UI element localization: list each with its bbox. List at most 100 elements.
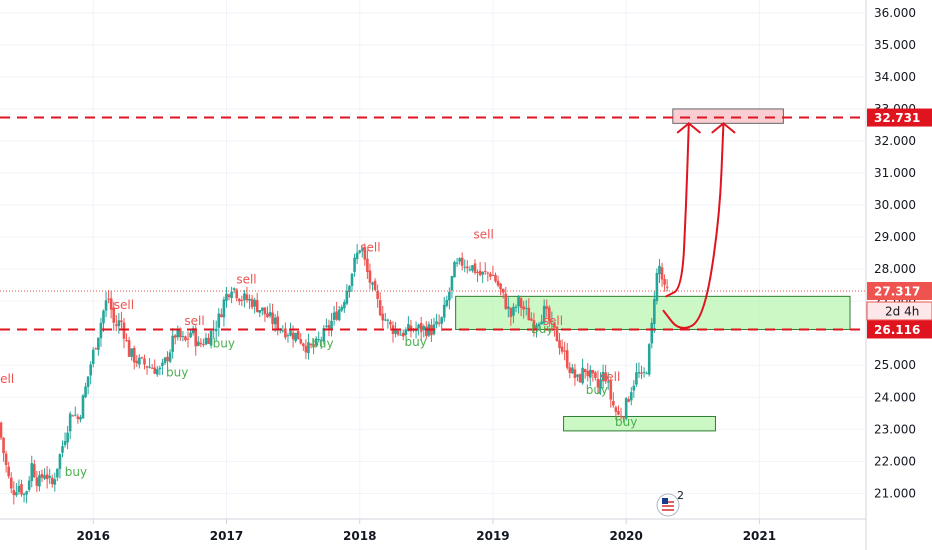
candle-body xyxy=(281,330,285,332)
candle-body xyxy=(509,308,513,317)
candle-body xyxy=(599,379,602,389)
event-badge[interactable]: 2 xyxy=(656,489,684,517)
candle-body xyxy=(191,328,195,334)
candle-body xyxy=(665,286,669,288)
candle-body xyxy=(576,374,579,377)
candle-body xyxy=(466,266,469,269)
candle-body xyxy=(97,337,100,350)
candle-body xyxy=(286,335,290,337)
time-axis-labels[interactable]: 2016 2017 2018 2019 2020 2021 xyxy=(77,519,777,543)
candle-body xyxy=(453,261,456,278)
candle-body xyxy=(33,464,36,478)
candle-body xyxy=(540,321,543,325)
candle-body xyxy=(276,316,280,330)
candle-body xyxy=(337,309,341,321)
candle-body xyxy=(38,475,41,487)
candle-body xyxy=(145,366,149,368)
candle-body xyxy=(635,372,638,385)
candle-body xyxy=(381,313,385,321)
candle-body xyxy=(194,328,198,347)
candle-body xyxy=(217,313,221,328)
candle-body xyxy=(268,312,272,317)
candle-body xyxy=(325,325,328,327)
candle-body xyxy=(586,370,590,377)
price-tick-label: 32.000 xyxy=(874,134,916,148)
buy-label: buy xyxy=(531,322,553,336)
candle-body xyxy=(460,257,464,266)
candle-body xyxy=(86,376,90,387)
arrow-head xyxy=(711,122,736,134)
candle-body xyxy=(614,407,618,412)
candle-body xyxy=(376,290,379,299)
price-tick-label: 31.000 xyxy=(874,166,916,180)
candle-body xyxy=(266,313,269,318)
candle-body xyxy=(91,349,95,364)
candle-body xyxy=(7,466,10,477)
candle-body xyxy=(322,328,326,342)
candle-body xyxy=(504,293,508,309)
candle-body xyxy=(299,339,303,344)
candle-body xyxy=(581,367,584,384)
candle-body xyxy=(378,300,382,316)
candle-body xyxy=(68,413,72,432)
candle-body xyxy=(81,395,85,419)
level-price-tag-bg xyxy=(867,320,932,339)
candle-body xyxy=(535,325,538,329)
candle-body xyxy=(368,270,372,283)
candle-body xyxy=(642,371,646,373)
buy-label: buy xyxy=(405,335,427,349)
candle-body xyxy=(186,338,190,340)
candle-body xyxy=(122,322,126,339)
candle-body xyxy=(104,300,108,311)
candle-body xyxy=(450,276,454,291)
current-price-tag: 27.317 xyxy=(874,284,920,298)
candle-body xyxy=(271,312,274,324)
candle-body xyxy=(130,348,133,357)
flag-globe-icon[interactable] xyxy=(656,493,680,517)
candle-body xyxy=(317,339,321,341)
price-tick-label: 28.000 xyxy=(874,262,916,276)
candle-body xyxy=(168,352,172,362)
candle-body xyxy=(471,265,474,271)
badge-layer[interactable]: 2 xyxy=(656,489,684,517)
candle-body xyxy=(417,324,420,329)
buy-label: buy xyxy=(166,365,188,379)
candle-body xyxy=(363,246,367,260)
candle-body xyxy=(524,307,528,309)
price-tick-label: 24.000 xyxy=(874,390,916,404)
candle-body xyxy=(445,299,449,306)
candle-body xyxy=(255,300,259,312)
candle-body xyxy=(237,298,241,302)
price-tick-label: 34.000 xyxy=(874,70,916,84)
candle-body xyxy=(94,348,98,350)
candle-body xyxy=(40,473,44,478)
candle-body xyxy=(588,369,592,378)
candle-body xyxy=(302,343,305,347)
candle-body xyxy=(645,373,648,375)
candle-body xyxy=(522,306,525,310)
candle-body xyxy=(25,491,28,495)
candle-body xyxy=(655,272,659,301)
candle-body xyxy=(84,386,87,398)
price-tick-label: 30.000 xyxy=(874,198,916,212)
candle-body xyxy=(332,312,336,320)
candle-body xyxy=(591,370,595,374)
candle-body xyxy=(491,275,495,277)
candle-body xyxy=(594,372,597,379)
candle-body xyxy=(440,317,443,324)
candle-body xyxy=(66,432,69,443)
candle-body xyxy=(15,492,18,496)
candle-body xyxy=(9,477,13,489)
candle-body xyxy=(184,336,187,341)
candle-body xyxy=(20,484,23,495)
candle-body xyxy=(209,330,213,346)
candle-body xyxy=(45,474,49,480)
candle-body xyxy=(240,300,244,302)
candle-body xyxy=(232,288,236,290)
candle-body xyxy=(296,331,300,340)
candle-body xyxy=(486,272,490,274)
candle-body xyxy=(530,318,533,321)
arrow-path xyxy=(665,122,690,298)
candle-body xyxy=(307,342,310,354)
